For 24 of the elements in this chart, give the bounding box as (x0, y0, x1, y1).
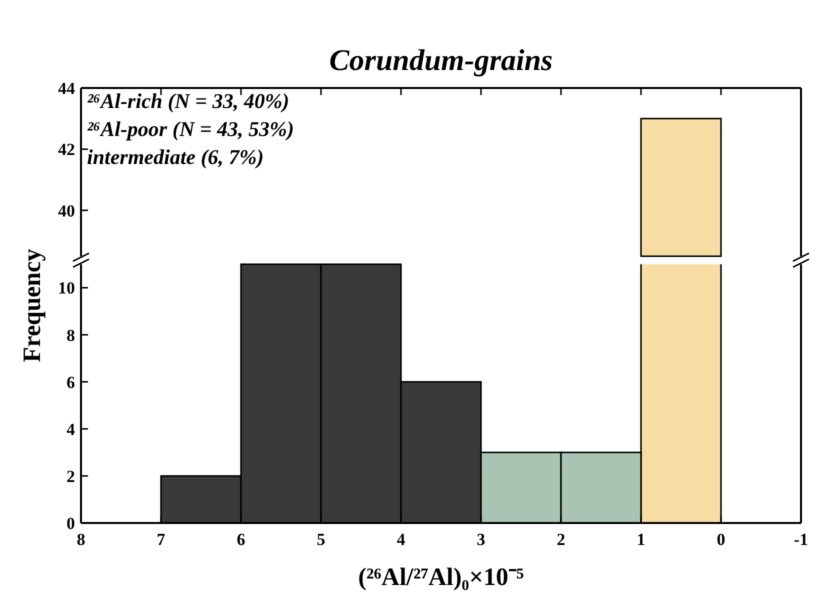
y-tick-label: 10 (58, 278, 75, 298)
annotation: ²⁶Al-rich (N = 33, 40%) (87, 89, 290, 113)
x-tick-label: 5 (316, 530, 326, 549)
x-tick-label: 7 (156, 530, 166, 549)
x-tick-label: 6 (236, 530, 246, 549)
y-tick-label: 44 (58, 79, 76, 98)
x-tick-label: -1 (794, 530, 808, 549)
y-tick-label: 6 (66, 372, 75, 392)
x-tick-label: 4 (396, 530, 406, 549)
y-tick-label: 42 (58, 140, 75, 160)
x-tick-label: 0 (716, 530, 726, 549)
x-tick-label: 2 (556, 530, 566, 549)
y-tick-label: 2 (66, 466, 75, 486)
y-tick-label: 8 (66, 326, 75, 345)
annotation: intermediate (6, 7%) (87, 145, 264, 169)
y-axis-title: Frequency (19, 248, 46, 362)
x-tick-label: 3 (476, 530, 486, 549)
chart-title: Corundum-grains (329, 44, 553, 77)
y-tick-label: 4 (66, 420, 76, 439)
x-tick-label: 1 (636, 530, 646, 549)
y-tick-label: 0 (66, 514, 75, 533)
y-tick-label: 40 (58, 201, 75, 220)
annotation: ²⁶Al-poor (N = 43, 53%) (87, 117, 294, 141)
x-axis-title: (²⁶Al/²⁷Al)₀×10⁻⁵ (358, 564, 524, 591)
